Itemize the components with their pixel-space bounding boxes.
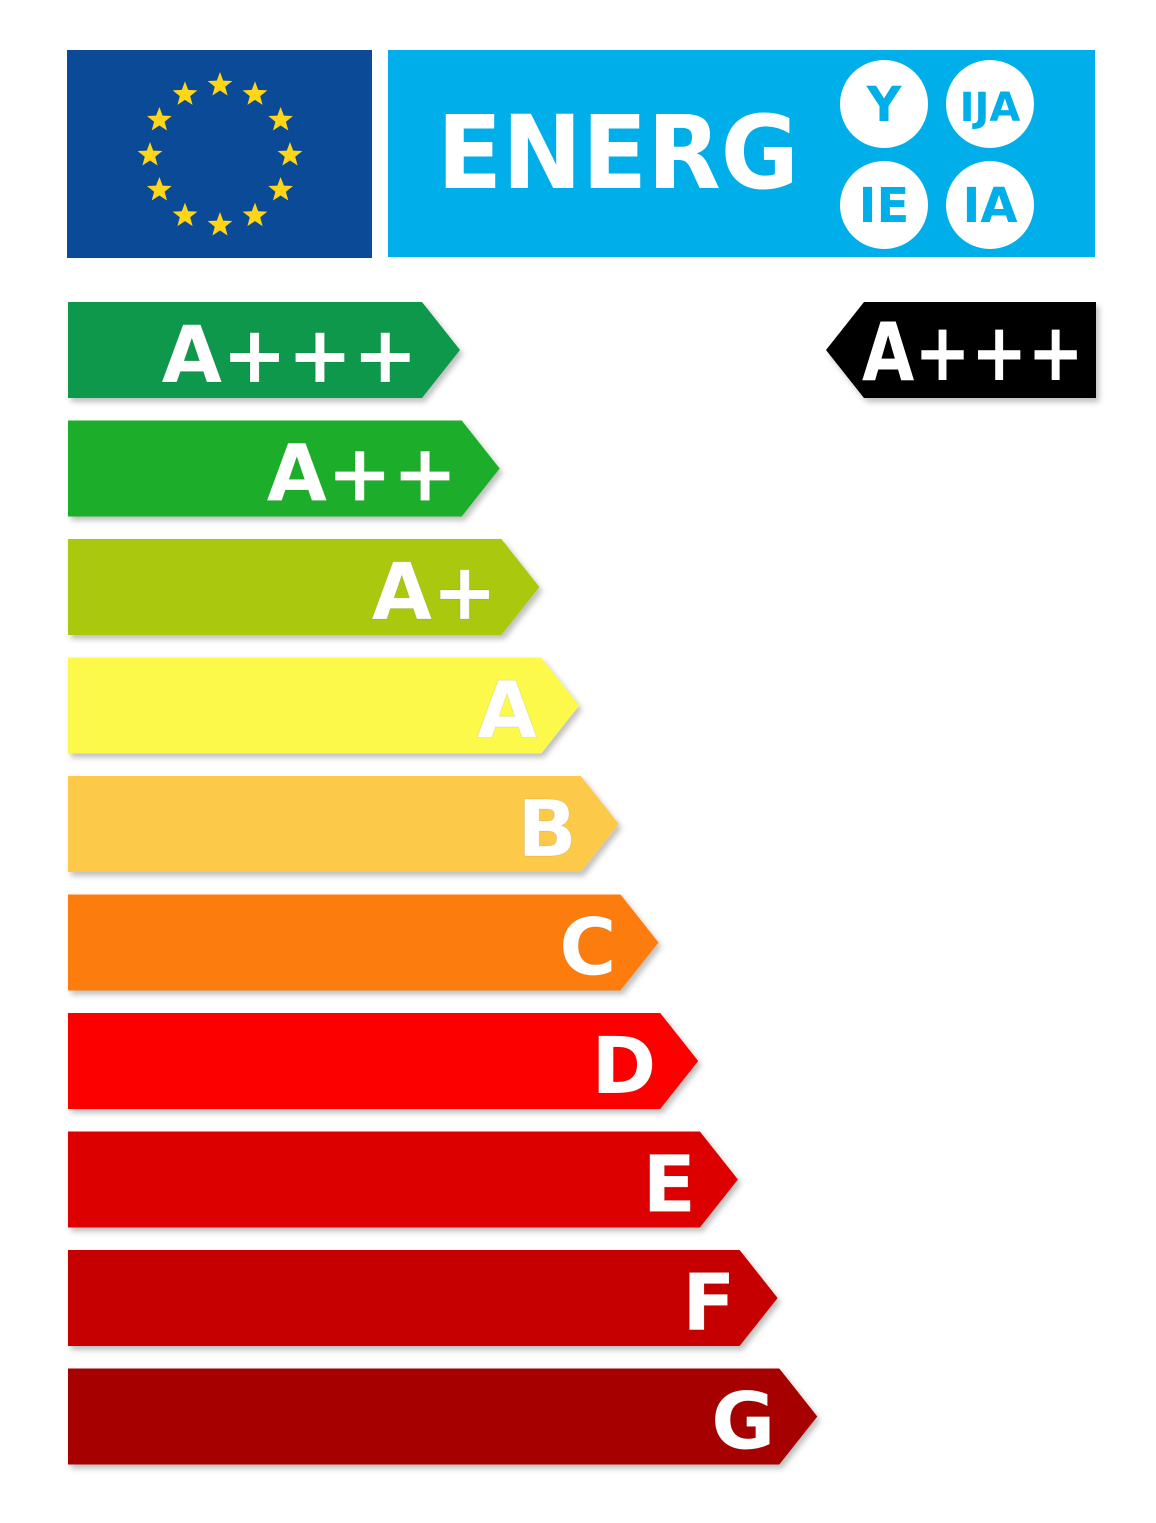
scale-bar-shape xyxy=(68,776,619,872)
scale-bar-label: E xyxy=(643,1141,696,1231)
suffix-circle: IE xyxy=(840,161,928,249)
suffix-circle: IJA xyxy=(946,60,1034,148)
energy-title: ENERG xyxy=(437,94,799,213)
scale-bar: A+++ xyxy=(68,302,460,402)
scale-bar: E xyxy=(68,1131,738,1231)
eu-flag xyxy=(67,50,372,258)
scale-bar-shape xyxy=(68,894,659,991)
scale-bar: D xyxy=(68,1013,699,1113)
scale-bar-label: D xyxy=(591,1022,656,1112)
star-icon xyxy=(207,212,233,236)
suffix-text: IE xyxy=(859,178,910,234)
suffix-circle: Y xyxy=(840,60,928,148)
scale-bar-shape xyxy=(68,1131,738,1228)
star-icon xyxy=(147,177,172,201)
scale-bar-label: A+ xyxy=(372,548,498,638)
star-icon xyxy=(277,142,303,166)
scale-bar: A++ xyxy=(68,420,500,520)
scale-bar-label: G xyxy=(711,1378,775,1468)
scale-bar: G xyxy=(68,1368,818,1468)
suffix-circle: IA xyxy=(946,161,1034,249)
star-icon xyxy=(137,142,163,166)
star-icon xyxy=(268,107,293,131)
scale-bar-shape xyxy=(68,539,540,635)
suffix-text: IJA xyxy=(960,85,1021,131)
scale-bar-shape xyxy=(68,420,500,517)
star-icon xyxy=(268,177,293,201)
scale-bar-shape xyxy=(68,1250,778,1346)
scale-bar: F xyxy=(68,1250,778,1350)
scale-bar: A xyxy=(68,657,580,757)
scale-bar-label: A++ xyxy=(267,430,458,520)
star-icon xyxy=(242,202,268,227)
suffix-text: IA xyxy=(962,178,1017,234)
scale-bar-label: C xyxy=(559,904,616,994)
scale-bar-label: A+++ xyxy=(162,311,418,401)
scale-bar-shape xyxy=(68,302,460,398)
star-icon xyxy=(147,107,172,131)
star-icon xyxy=(172,81,198,105)
scale-bar: A+ xyxy=(68,539,540,639)
scale-bar-shape xyxy=(68,657,580,754)
suffix-text: Y xyxy=(866,77,903,133)
scale-bar: B xyxy=(68,776,619,876)
star-icon xyxy=(207,72,233,96)
energy-banner: ENERG Y IJA IE IA xyxy=(388,50,1095,257)
scale-bar-shape xyxy=(68,1368,818,1465)
star-icon xyxy=(172,202,198,227)
scale-bar-label: B xyxy=(517,785,576,875)
rating-arrow: A+++ xyxy=(826,302,1096,399)
scale-bar-label: F xyxy=(682,1259,735,1349)
star-icon xyxy=(242,81,268,105)
eu-stars xyxy=(137,72,303,236)
scale-bar-label: A xyxy=(477,667,537,757)
rating-arrow-shape xyxy=(826,302,1096,398)
scale-bar: C xyxy=(68,894,659,994)
rating-label: A+++ xyxy=(862,306,1084,399)
scale-bar-shape xyxy=(68,1013,699,1109)
